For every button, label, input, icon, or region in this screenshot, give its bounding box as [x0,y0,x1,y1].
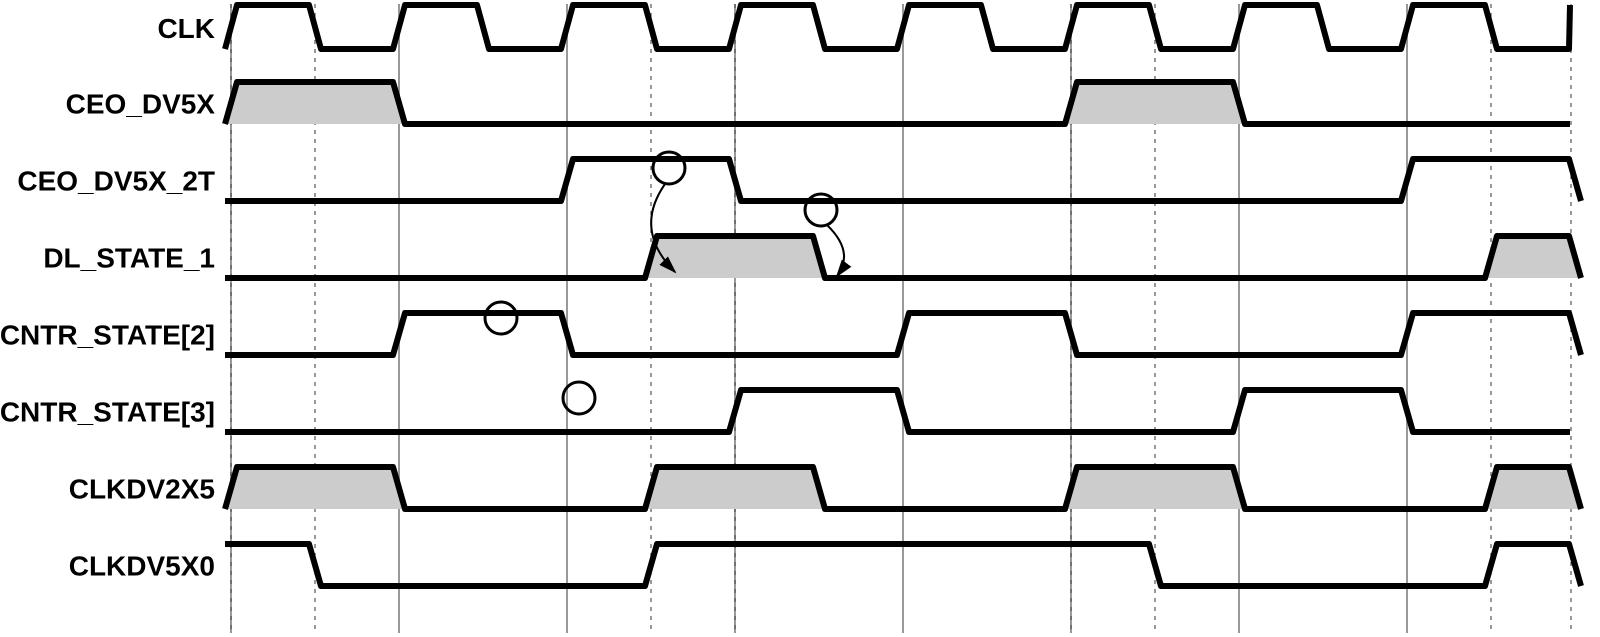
signal-label: CEO_DV5X_2T [17,166,215,197]
waveform-fill-CLKDV2X5 [1485,467,1581,509]
waveform-fill-DL_STATE_1 [645,236,825,278]
signal-label: CLK [157,13,215,44]
waveform-fill-CLKDV2X5 [225,467,405,509]
waveform-fill-CLKDV2X5 [1065,467,1245,509]
causality-arrow [827,225,844,276]
timing-diagram: CLK CEO_DV5X CEO_DV5X_2T DL_STATE_1 CNTR_STA… [0,0,1600,637]
waveform-fill-DL_STATE_1 [1485,236,1581,278]
signal-label: CNTR_STATE[2] [0,320,215,351]
signal-label: CNTR_STATE[3] [0,397,215,428]
signal-label: DL_STATE_1 [43,243,215,274]
waveform-fill-CEO_DV5X [225,82,405,124]
signal-label: CEO_DV5X [66,89,216,120]
signal-label: CLKDV2X5 [69,474,215,505]
waveform-CLK [225,5,1570,49]
cntr-state-2-rise-marker [485,302,517,334]
waveform-fill-CLKDV2X5 [645,467,825,509]
waveform-CEO_DV5X [225,82,1570,124]
waveform-fill-CEO_DV5X [1065,82,1245,124]
waveform-CNTR_STATE_3 [225,390,1570,432]
signal-label: CLKDV5X0 [69,551,215,582]
